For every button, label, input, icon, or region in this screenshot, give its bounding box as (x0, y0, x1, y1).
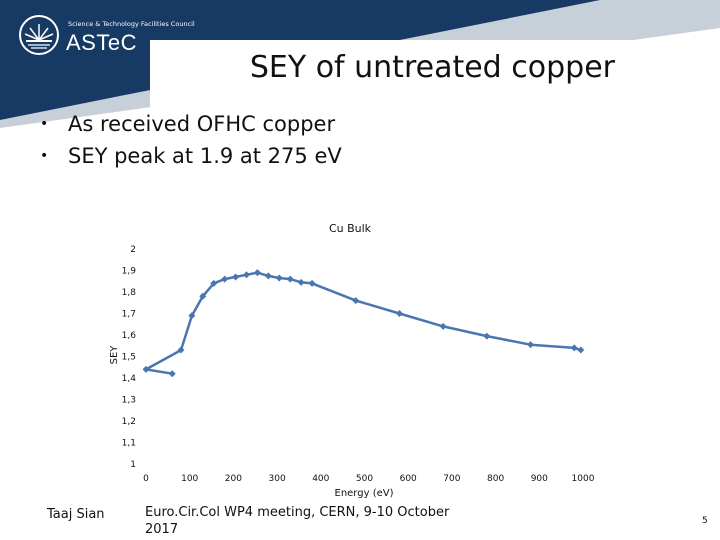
y-tick-label: 1,1 (122, 439, 136, 449)
data-point (188, 312, 196, 320)
header-banner (0, 0, 720, 140)
y-tick-label: 1 (130, 460, 136, 470)
x-tick-label: 200 (225, 474, 242, 484)
x-tick-label: 400 (312, 474, 329, 484)
data-point (439, 322, 447, 330)
data-point (483, 332, 491, 340)
data-point (308, 279, 316, 287)
data-point (527, 341, 535, 349)
y-tick-label: 1,3 (122, 396, 136, 406)
y-tick-label: 1,2 (122, 417, 136, 427)
banner-white-panel (150, 40, 720, 140)
data-point (210, 279, 218, 287)
y-tick-label: 1,6 (122, 331, 137, 341)
bullet-dot-icon: • (40, 148, 49, 164)
bullet-list: • As received OFHC copper • SEY peak at 1.… (36, 108, 342, 172)
x-tick-labels: 0 100 200 300 400 500 600 700 800 900 1000 (143, 474, 595, 484)
x-tick-label: 600 (400, 474, 417, 484)
data-point (221, 275, 229, 283)
data-point (275, 274, 283, 282)
page-number: 5 (702, 516, 708, 526)
data-point (177, 346, 185, 354)
y-tick-label: 2 (130, 245, 136, 255)
y-tick-label: 1,4 (122, 374, 137, 384)
data-point (168, 370, 176, 378)
footer-author: Taaj Sian (47, 507, 105, 522)
bullet-item: • As received OFHC copper (36, 108, 342, 140)
y-tick-label: 1,5 (122, 353, 136, 363)
astec-logo: Science & Technology Facilities Council … (18, 14, 208, 62)
data-point (570, 344, 578, 352)
x-tick-label: 500 (356, 474, 373, 484)
x-axis-label: Energy (eV) (335, 488, 394, 499)
data-point (286, 275, 294, 283)
data-point (142, 365, 150, 373)
x-tick-label: 1000 (572, 474, 595, 484)
series-points (142, 269, 585, 378)
bullet-item: • SEY peak at 1.9 at 275 eV (36, 140, 342, 172)
y-tick-label: 1,7 (122, 310, 136, 320)
data-point (352, 297, 360, 305)
data-point (577, 346, 585, 354)
y-tick-label: 1,8 (122, 288, 137, 298)
y-tick-label: 1,9 (122, 267, 137, 277)
footer-event: Euro.Cir.Col WP4 meeting, CERN, 9-10 Oct… (145, 505, 450, 537)
logo-astec: ASTeC (66, 30, 137, 55)
x-tick-label: 0 (143, 474, 149, 484)
data-point (232, 273, 240, 281)
sunburst-logo-icon (19, 15, 59, 55)
x-tick-label: 100 (181, 474, 198, 484)
slide-title: SEY of untreated copper (249, 50, 615, 85)
x-tick-label: 900 (531, 474, 548, 484)
data-point (199, 292, 207, 300)
bullet-text: SEY peak at 1.9 at 275 eV (68, 144, 342, 168)
bullet-dot-icon: • (40, 116, 49, 132)
chart-title: Cu Bulk (329, 222, 372, 235)
series-line (144, 271, 582, 375)
sey-chart: Cu Bulk Energy (eV) SEY 1 1,1 1,2 1,3 1,4 1,5… (109, 222, 595, 499)
y-axis-label: SEY (109, 345, 120, 365)
x-tick-label: 700 (443, 474, 460, 484)
data-point (264, 272, 272, 280)
x-tick-label: 800 (487, 474, 504, 484)
data-point (297, 278, 305, 286)
logo-org-name: Science & Technology Facilities Council (68, 20, 195, 28)
x-tick-label: 300 (269, 474, 286, 484)
data-point (253, 269, 261, 277)
data-point (395, 310, 403, 317)
bullet-text: As received OFHC copper (68, 112, 336, 136)
data-point (243, 271, 251, 279)
y-tick-labels: 1 1,1 1,2 1,3 1,4 1,5 1,6 1,7 1,8 1,9 2 (122, 245, 137, 470)
